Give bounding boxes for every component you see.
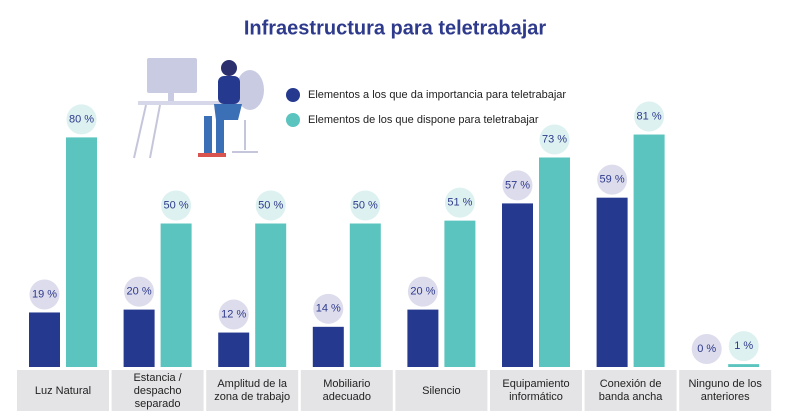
value-label: 12 %: [221, 308, 246, 320]
chart-title: Infraestructura para teletrabajar: [244, 17, 547, 39]
bar: [633, 134, 665, 367]
value-label-bubble: [218, 299, 249, 330]
category-cell: [584, 370, 677, 411]
value-label-bubble: [728, 331, 759, 362]
value-label-bubble: [255, 190, 286, 221]
value-label-bubble: [161, 190, 192, 221]
category-cell: [111, 370, 204, 411]
bar: [66, 137, 97, 367]
bar: [29, 312, 60, 367]
legend-swatch: [286, 88, 300, 102]
value-label-bubble: [539, 124, 570, 155]
x-tick-label: Silencio: [422, 384, 461, 397]
bar: [407, 309, 439, 367]
value-label-bubble: [29, 279, 60, 310]
category-cell: [17, 370, 109, 411]
bar: [728, 364, 760, 367]
value-label-bubble: [350, 190, 381, 221]
x-tick-label: Mobiliario adecuado: [322, 378, 371, 403]
value-label-bubble: [691, 334, 722, 364]
value-label: 19 %: [32, 288, 57, 300]
category-cell: [395, 370, 488, 411]
legend-swatch: [286, 113, 300, 127]
value-label: 81 %: [637, 110, 662, 122]
value-label: 50 %: [164, 199, 189, 211]
category-cell: [490, 370, 582, 411]
value-label-bubble: [124, 276, 155, 307]
bar: [123, 309, 155, 367]
value-label-bubble: [634, 101, 665, 132]
bar: [444, 220, 476, 367]
value-label-bubble: [502, 170, 533, 201]
value-label: 50 %: [258, 199, 283, 211]
bar: [312, 326, 344, 367]
bar: [255, 223, 287, 367]
value-label: 73 %: [542, 133, 567, 145]
bar: [160, 223, 192, 367]
bar: [218, 332, 250, 367]
value-label: 59 %: [600, 174, 625, 186]
x-tick-label: Conexión de banda ancha: [598, 378, 663, 403]
value-label-bubble: [407, 276, 438, 307]
x-tick-label: Ninguno de los anteriores: [688, 378, 762, 403]
x-tick-label: Luz Natural: [34, 384, 92, 397]
bar: [502, 203, 533, 367]
value-label: 14 %: [316, 303, 341, 315]
illustration: [133, 58, 264, 159]
value-label-bubble: [444, 187, 475, 218]
value-label: 57 %: [505, 179, 530, 191]
category-cell: [300, 370, 393, 411]
x-tick-label: Estancia / despacho separado: [133, 371, 182, 410]
category-cell: [679, 370, 772, 411]
value-label-bubble: [313, 293, 344, 324]
value-label: 50 %: [353, 199, 378, 211]
value-label-bubble: [597, 164, 628, 195]
value-label: 0 %: [697, 343, 716, 355]
bar: [349, 223, 381, 367]
value-label: 1 %: [734, 340, 753, 352]
category-cell: [206, 370, 299, 411]
bar: [596, 197, 628, 367]
value-label-bubble: [66, 104, 97, 135]
x-tick-label: Amplitud de la zona de trabajo: [214, 378, 291, 403]
legend-label: Elementos de los que dispone para teletr…: [308, 114, 539, 126]
value-label: 20 %: [410, 286, 435, 298]
bar: [539, 157, 570, 367]
value-label: 20 %: [127, 286, 152, 298]
value-label: 80 %: [69, 113, 94, 125]
value-label: 51 %: [447, 197, 472, 209]
x-tick-label: Equipamiento informático: [502, 378, 570, 403]
category-strip: [17, 370, 772, 411]
legend-label: Elementos a los que da importancia para …: [308, 89, 566, 101]
